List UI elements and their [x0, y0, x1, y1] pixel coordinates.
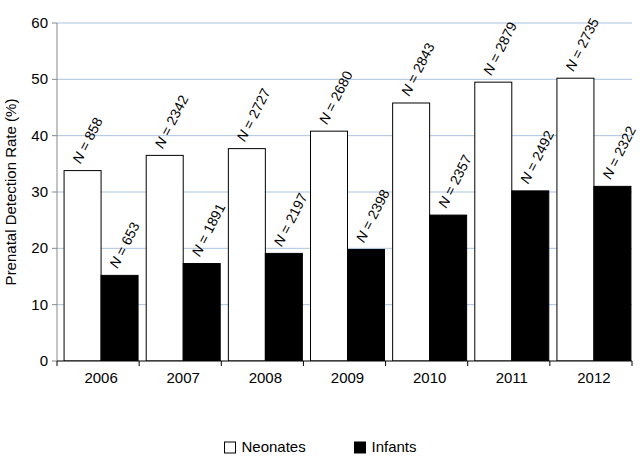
y-tick-label: 20	[31, 239, 48, 256]
bar-annotation: N = 653	[106, 219, 143, 271]
y-axis	[57, 23, 58, 361]
bar	[393, 103, 430, 361]
y-tick	[52, 361, 57, 362]
y-tick	[52, 135, 57, 136]
x-tick	[303, 361, 304, 366]
y-tick	[52, 192, 57, 193]
legend-label: Neonates	[242, 438, 306, 455]
bar	[265, 253, 302, 361]
y-tick-label: 60	[31, 14, 48, 31]
x-tick-label: 2011	[496, 369, 528, 386]
annotations: N = 858 N = 2342 N = 2727 N = 2680 N = 2843 N…	[69, 15, 639, 271]
bar	[348, 249, 385, 361]
annotation-part: = 1891	[193, 200, 229, 249]
x-tick	[57, 361, 58, 366]
y-tick	[52, 304, 57, 305]
bar-annotation: N = 2879	[480, 19, 520, 77]
bar-annotation: N = 2357	[435, 152, 475, 210]
y-tick	[52, 79, 57, 80]
bar-annotation: N = 858	[69, 114, 106, 166]
chart-container: 0 10 20 30 40 50 60 Prenatal Detection Rate (%)…	[0, 0, 640, 462]
bar-annotation: N = 2492	[517, 128, 557, 186]
x-tick-label: 2010	[413, 369, 446, 386]
annotation-part: = 2342	[156, 92, 192, 141]
y-tick-label: 10	[31, 296, 48, 313]
annotation-part: = 2680	[320, 68, 356, 117]
bar	[594, 186, 631, 361]
x-tick	[467, 361, 468, 366]
bar-annotation: N = 2342	[151, 92, 191, 150]
bar	[311, 131, 348, 361]
x-tick-label: 2012	[577, 369, 610, 386]
y-tick	[52, 23, 57, 24]
bars	[64, 78, 631, 361]
bar	[557, 78, 594, 361]
x-tick-label: 2009	[331, 369, 364, 386]
bar-annotation: N = 2680	[315, 68, 355, 126]
bar	[228, 149, 265, 361]
y-axis-label: Prenatal Detection Rate (%)	[2, 99, 19, 286]
x-axis	[57, 361, 632, 362]
legend: Neonates Infants	[225, 438, 417, 455]
bar-annotation: N = 2843	[398, 40, 438, 98]
bar	[101, 275, 138, 361]
annotation-part: = 2357	[439, 152, 475, 201]
bar-annotation: N = 2727	[233, 86, 273, 144]
annotation-part: = 2398	[357, 186, 393, 235]
y-tick	[52, 248, 57, 249]
y-tick-label: 0	[40, 352, 48, 369]
annotation-part: = 2492	[521, 128, 557, 177]
legend-label: Infants	[372, 438, 417, 455]
chart-svg: 0 10 20 30 40 50 60 Prenatal Detection Rate (%)…	[0, 0, 640, 462]
x-tick-label: 2008	[249, 369, 282, 386]
x-tick	[221, 361, 222, 366]
annotation-part: = 653	[111, 219, 143, 261]
annotation-part: = 2727	[238, 86, 274, 135]
bar-annotation: N = 1891	[188, 200, 228, 258]
x-tick	[632, 361, 633, 366]
legend-swatch	[225, 442, 236, 453]
bar-annotation: N = 2322	[599, 123, 639, 181]
annotation-part: = 2322	[603, 123, 639, 172]
annotation-part: = 2843	[402, 40, 438, 89]
annotation-part: = 858	[74, 114, 106, 156]
x-tick	[139, 361, 140, 366]
bar	[430, 215, 467, 361]
annotation-part: = 2735	[566, 15, 602, 64]
y-tick-label: 40	[31, 127, 48, 144]
annotation-part: = 2197	[275, 190, 311, 239]
x-tick	[549, 361, 550, 366]
x-tick-label: 2006	[84, 369, 117, 386]
bar	[512, 191, 549, 361]
bar	[475, 82, 512, 361]
legend-swatch	[355, 442, 366, 453]
annotation-part: = 2879	[484, 19, 520, 68]
y-tick-label: 50	[31, 70, 48, 87]
x-tick	[385, 361, 386, 366]
bar-annotation: N = 2197	[270, 190, 310, 248]
y-tick-label: 30	[31, 183, 48, 200]
x-tick-label: 2007	[167, 369, 200, 386]
bar-annotation: N = 2398	[352, 186, 392, 244]
bar	[183, 264, 220, 361]
bar-annotation: N = 2735	[562, 15, 602, 73]
bar	[146, 155, 183, 361]
grid-line	[57, 23, 632, 24]
bar	[64, 171, 101, 361]
